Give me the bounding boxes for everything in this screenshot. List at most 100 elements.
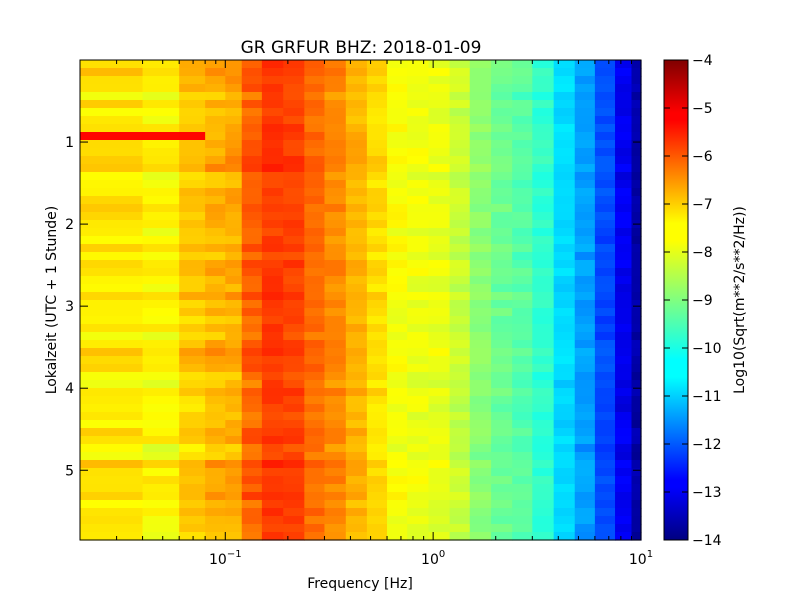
- spectrogram-cell: [491, 500, 513, 509]
- spectrogram-cell: [615, 316, 633, 325]
- spectrogram-cell: [324, 332, 347, 341]
- spectrogram-cell: [574, 84, 596, 93]
- spectrogram-cell: [387, 204, 408, 213]
- spectrogram-cell: [324, 412, 347, 421]
- spectrogram-cell: [491, 436, 513, 445]
- spectrogram-cell: [225, 468, 243, 477]
- spectrogram-cell: [512, 444, 533, 453]
- spectrogram-cell: [304, 380, 326, 389]
- spectrogram-cell: [449, 372, 471, 381]
- spectrogram-cell: [80, 124, 144, 133]
- spectrogram-cell: [449, 308, 471, 317]
- spectrogram-cell: [449, 124, 471, 133]
- spectrogram-cell: [304, 204, 326, 213]
- x-tick-label: 101: [629, 549, 653, 568]
- spectrogram-cell: [241, 236, 263, 245]
- spectrogram-cell: [407, 532, 430, 541]
- spectrogram-cell: [428, 260, 451, 269]
- spectrogram-cell: [574, 116, 596, 125]
- spectrogram-cell: [366, 420, 388, 429]
- spectrogram-cell: [532, 364, 555, 373]
- spectrogram-cell: [241, 108, 263, 117]
- spectrogram-cell: [594, 324, 616, 333]
- spectrogram-cell: [553, 308, 576, 317]
- spectrogram-cell: [179, 172, 206, 181]
- spectrogram-cell: [449, 276, 471, 285]
- spectrogram-cell: [179, 348, 206, 357]
- spectrogram-cell: [469, 356, 492, 365]
- spectrogram-cell: [428, 180, 451, 189]
- spectrogram-cell: [179, 492, 206, 501]
- spectrogram-cell: [345, 60, 368, 69]
- spectrogram-cell: [594, 412, 616, 421]
- spectrogram-cell: [205, 300, 226, 309]
- spectrogram-cell: [469, 292, 492, 301]
- spectrogram-cell: [428, 332, 451, 341]
- spectrogram-cell: [261, 284, 284, 293]
- spectrogram-cell: [142, 508, 180, 517]
- spectrogram-cell: [387, 532, 408, 541]
- spectrogram-cell: [142, 60, 180, 69]
- spectrogram-cell: [532, 300, 555, 309]
- spectrogram-cell: [304, 356, 326, 365]
- spectrogram-cell: [553, 140, 576, 149]
- spectrogram-cell: [512, 516, 533, 525]
- spectrogram-cell: [574, 340, 596, 349]
- spectrogram-cell: [512, 404, 533, 413]
- spectrogram-cell: [324, 340, 347, 349]
- spectrogram-cell: [261, 332, 284, 341]
- spectrogram-cell: [469, 396, 492, 405]
- spectrogram-cell: [594, 292, 616, 301]
- spectrogram-cell: [532, 532, 555, 541]
- x-axis-label: Frequency [Hz]: [307, 576, 413, 592]
- spectrogram-cell: [594, 452, 616, 461]
- spectrogram-cell: [179, 180, 206, 189]
- spectrogram-cell: [574, 444, 596, 453]
- spectrogram-cell: [532, 324, 555, 333]
- spectrogram-cell: [225, 140, 243, 149]
- spectrogram-cell: [449, 156, 471, 165]
- spectrogram-cell: [261, 292, 284, 301]
- spectrogram-cell: [387, 308, 408, 317]
- spectrogram-cell: [428, 468, 451, 477]
- spectrogram-cell: [491, 420, 513, 429]
- spectrogram-cell: [142, 484, 180, 493]
- spectrogram-cell: [594, 268, 616, 277]
- spectrogram-cell: [205, 340, 226, 349]
- spectrogram-cell: [205, 204, 226, 213]
- spectrogram-cell: [387, 68, 408, 77]
- spectrogram-cell: [261, 380, 284, 389]
- spectrogram-cell: [428, 196, 451, 205]
- x-axis-ticks: 10−1 100 101: [79, 60, 653, 568]
- spectrogram-cell: [491, 132, 513, 141]
- spectrogram-cell: [179, 380, 206, 389]
- spectrogram-cell: [407, 212, 430, 221]
- spectrogram-cell: [469, 260, 492, 269]
- spectrogram-cell: [324, 188, 347, 197]
- spectrogram-cell: [261, 156, 284, 165]
- spectrogram-cell: [407, 164, 430, 173]
- spectrogram-cell: [283, 236, 305, 245]
- spectrogram-cell: [324, 124, 347, 133]
- spectrogram-cell: [304, 484, 326, 493]
- spectrogram-cell: [261, 268, 284, 277]
- spectrogram-cell: [594, 420, 616, 429]
- spectrogram-cell: [387, 284, 408, 293]
- spectrogram-cell: [594, 164, 616, 173]
- spectrogram-cell: [512, 84, 533, 93]
- spectrogram-cell: [594, 340, 616, 349]
- spectrogram-cell: [428, 140, 451, 149]
- spectrogram-cell: [407, 172, 430, 181]
- spectrogram-cell: [512, 252, 533, 261]
- spectrogram-cell: [428, 492, 451, 501]
- spectrogram-cell: [345, 140, 368, 149]
- spectrogram-cell: [304, 500, 326, 509]
- spectrogram-cell: [366, 188, 388, 197]
- spectrogram-cell: [283, 452, 305, 461]
- spectrogram-cell: [261, 172, 284, 181]
- spectrogram-cell: [324, 420, 347, 429]
- spectrogram-cell: [491, 492, 513, 501]
- spectrogram-cell: [261, 476, 284, 485]
- spectrogram-cell: [615, 508, 633, 517]
- spectrogram-cell: [80, 444, 144, 453]
